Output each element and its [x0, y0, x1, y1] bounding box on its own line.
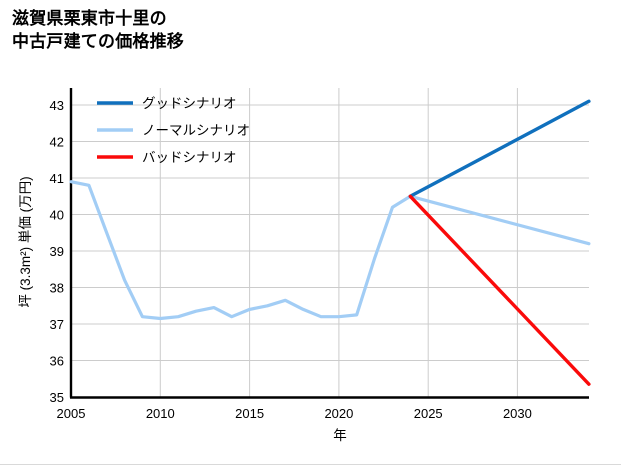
series-line-good — [408, 99, 591, 199]
y-gridlines — [71, 104, 589, 398]
x-tick-2025: 2025 — [414, 406, 443, 421]
legend-label-normal: ノーマルシナリオ — [142, 123, 250, 138]
y-tick-36: 36 — [50, 354, 64, 369]
legend-label-bad: バッドシナリオ — [142, 150, 237, 165]
y-tick-38: 38 — [50, 281, 64, 296]
plot-background — [71, 88, 589, 397]
y-tick-40: 40 — [50, 208, 64, 223]
title-line-2: 中古戸建ての価格推移 — [12, 31, 184, 51]
x-tick-2015: 2015 — [235, 406, 264, 421]
y-tick-43: 43 — [50, 98, 64, 113]
x-tick-2010: 2010 — [146, 406, 175, 421]
x-tick-2005: 2005 — [57, 406, 86, 421]
chart-legend: グッドシナリオ ノーマルシナリオ バッドシナリオ — [97, 96, 250, 165]
y-axis-title: 坪 (3.3m²) 単価 (万円) — [18, 176, 33, 307]
y-tick-35: 35 — [50, 390, 64, 405]
y-tick-labels: 43 42 41 40 39 38 37 36 35 — [50, 98, 64, 405]
x-tick-2030: 2030 — [503, 406, 532, 421]
x-axis-title: 年 — [333, 428, 347, 443]
x-tick-labels: 2005 2010 2015 2020 2025 2030 — [57, 406, 532, 421]
y-tick-39: 39 — [50, 244, 64, 259]
series-line-bad — [408, 194, 591, 386]
series-line-normal — [69, 180, 591, 321]
title-line-1: 滋賀県栗東市十里の — [12, 9, 167, 28]
y-tick-41: 41 — [50, 171, 64, 186]
x-tick-2020: 2020 — [324, 406, 353, 421]
legend-label-good: グッドシナリオ — [142, 96, 237, 111]
y-tick-37: 37 — [50, 317, 64, 332]
y-tick-42: 42 — [50, 135, 64, 150]
page-title: 滋賀県栗東市十里の 中古戸建ての価格推移 — [12, 8, 512, 54]
